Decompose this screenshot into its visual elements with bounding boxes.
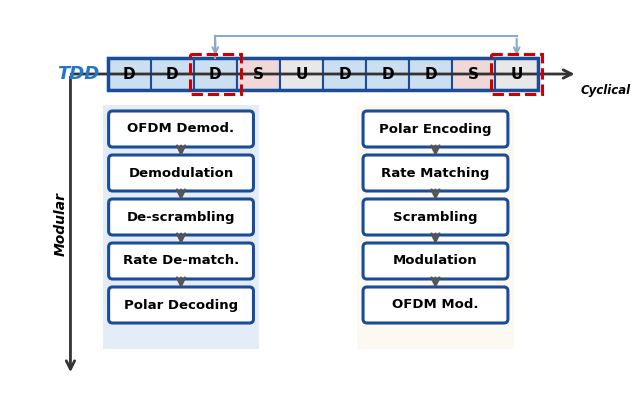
Text: OFDM Demod.: OFDM Demod. [127, 122, 235, 135]
FancyBboxPatch shape [366, 58, 409, 90]
Text: Demodulation: Demodulation [129, 167, 234, 179]
Text: U: U [295, 66, 308, 81]
Text: Rate De-match.: Rate De-match. [123, 254, 239, 267]
Text: D: D [209, 66, 221, 81]
Text: De-scrambling: De-scrambling [127, 211, 236, 224]
FancyBboxPatch shape [109, 111, 253, 147]
Text: OFDM Mod.: OFDM Mod. [392, 299, 479, 312]
FancyBboxPatch shape [363, 155, 508, 191]
FancyBboxPatch shape [150, 58, 194, 90]
FancyBboxPatch shape [109, 199, 253, 235]
Text: Cyclical: Cyclical [580, 84, 630, 97]
FancyBboxPatch shape [357, 105, 514, 349]
Text: D: D [123, 66, 136, 81]
Text: Modular: Modular [54, 192, 68, 256]
FancyBboxPatch shape [103, 105, 259, 349]
FancyBboxPatch shape [495, 58, 538, 90]
Text: D: D [166, 66, 179, 81]
Text: TDD: TDD [58, 65, 100, 83]
Text: Polar Decoding: Polar Decoding [124, 299, 238, 312]
FancyBboxPatch shape [452, 58, 495, 90]
Text: Modulation: Modulation [393, 254, 478, 267]
FancyBboxPatch shape [363, 199, 508, 235]
FancyBboxPatch shape [108, 58, 150, 90]
FancyBboxPatch shape [109, 287, 253, 323]
FancyBboxPatch shape [409, 58, 452, 90]
FancyBboxPatch shape [109, 243, 253, 279]
Text: Scrambling: Scrambling [393, 211, 477, 224]
Text: S: S [468, 66, 479, 81]
FancyBboxPatch shape [280, 58, 323, 90]
FancyBboxPatch shape [237, 58, 280, 90]
FancyBboxPatch shape [363, 287, 508, 323]
Text: Rate Matching: Rate Matching [381, 167, 490, 179]
FancyBboxPatch shape [194, 58, 237, 90]
Text: D: D [338, 66, 351, 81]
Text: Polar Encoding: Polar Encoding [380, 122, 492, 135]
FancyBboxPatch shape [363, 111, 508, 147]
Text: D: D [424, 66, 437, 81]
Text: S: S [253, 66, 264, 81]
Text: D: D [381, 66, 394, 81]
FancyBboxPatch shape [323, 58, 366, 90]
FancyBboxPatch shape [109, 155, 253, 191]
Text: U: U [511, 66, 523, 81]
FancyBboxPatch shape [363, 243, 508, 279]
